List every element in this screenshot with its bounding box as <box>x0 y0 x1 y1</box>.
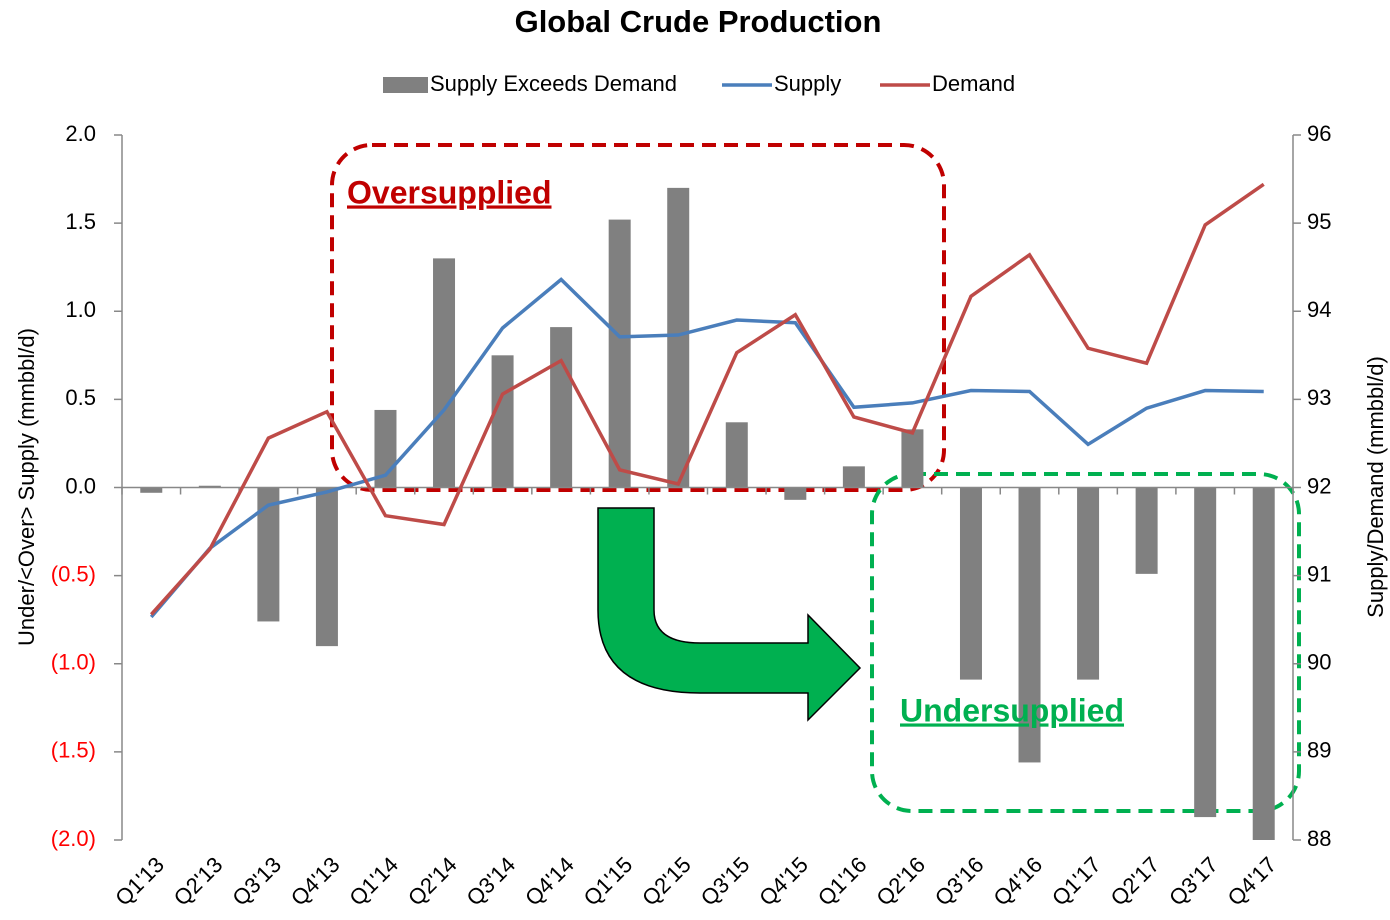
bar <box>1135 487 1158 574</box>
y2-tick-label: 90 <box>1307 650 1331 675</box>
line-series <box>149 277 1264 619</box>
x-tick-label: Q3'16 <box>930 852 989 911</box>
y2-tick-label: 89 <box>1307 738 1331 763</box>
bar <box>1018 487 1041 763</box>
bar <box>842 466 865 488</box>
bar <box>667 187 690 488</box>
y2-tick-label: 96 <box>1307 121 1331 146</box>
x-tick-label: Q2'17 <box>1106 852 1165 911</box>
undersupplied-box <box>870 472 1301 813</box>
bar <box>725 422 748 488</box>
y2-tick-label: 93 <box>1307 385 1331 410</box>
y2-axis-label: Supply/Demand (mmbbl/d) <box>1363 356 1388 618</box>
legend-label: Supply <box>774 71 841 96</box>
bar <box>491 355 514 488</box>
x-tick-label: Q1'16 <box>813 852 872 911</box>
y-tick-label: (0.5) <box>51 561 96 586</box>
bar <box>315 487 338 647</box>
y-tick-label: 1.0 <box>65 297 96 322</box>
bar <box>1077 487 1100 680</box>
oversupplied-box <box>330 143 946 492</box>
line-series <box>149 182 1265 616</box>
bar <box>257 487 280 622</box>
x-tick-label: Q4'15 <box>754 852 813 911</box>
x-tick-label: Q2'14 <box>403 852 462 911</box>
bar <box>433 258 456 488</box>
annotation: Undersupplied <box>900 692 1124 728</box>
bar <box>550 327 573 488</box>
x-tick-label: Q2'13 <box>169 852 228 911</box>
y-tick-label: (2.0) <box>51 826 96 851</box>
x-tick-label: Q4'13 <box>286 852 345 911</box>
y-tick-label: (1.0) <box>51 650 96 675</box>
bar <box>198 485 221 488</box>
x-tick-label: Q1'13 <box>110 852 169 911</box>
bar <box>608 219 631 488</box>
bar <box>784 487 807 500</box>
x-tick-label: Q3'14 <box>462 852 521 911</box>
x-tick-label: Q1'15 <box>579 852 638 911</box>
bar <box>901 429 924 488</box>
y2-tick-label: 94 <box>1307 297 1331 322</box>
legend-label: Demand <box>932 71 1015 96</box>
x-tick-label: Q4'17 <box>1223 852 1282 911</box>
x-tick-label: Q2'15 <box>637 852 696 911</box>
y2-tick-label: 91 <box>1307 561 1331 586</box>
legend-swatch <box>383 77 428 93</box>
y-tick-label: 2.0 <box>65 121 96 146</box>
y2-tick-label: 95 <box>1307 209 1331 234</box>
transition-arrow <box>597 507 862 722</box>
x-tick-label: Q3'13 <box>227 852 286 911</box>
bar <box>959 487 982 680</box>
y-tick-label: 0.0 <box>65 473 96 498</box>
y-tick-label: 0.5 <box>65 385 96 410</box>
y2-tick-label: 92 <box>1307 473 1331 498</box>
chart-title: Global Crude Production <box>515 4 882 39</box>
x-tick-label: Q4'14 <box>520 852 579 911</box>
x-tick-label: Q3'15 <box>696 852 755 911</box>
y-axis-label: Under/<Over> Supply (mmbbl/d) <box>14 328 39 646</box>
x-tick-label: Q2'16 <box>871 852 930 911</box>
annotation: Oversupplied <box>347 174 552 210</box>
x-tick-label: Q3'17 <box>1164 852 1223 911</box>
y-tick-label: 1.5 <box>65 209 96 234</box>
y-tick-label: (1.5) <box>51 738 96 763</box>
x-tick-label: Q1'17 <box>1047 852 1106 911</box>
bar <box>1252 487 1275 840</box>
x-tick-label: Q1'14 <box>344 852 403 911</box>
x-tick-label: Q4'16 <box>988 852 1047 911</box>
legend-label: Supply Exceeds Demand <box>430 71 677 96</box>
bar <box>140 487 163 493</box>
bar <box>1194 487 1217 818</box>
y2-tick-label: 88 <box>1307 826 1331 851</box>
